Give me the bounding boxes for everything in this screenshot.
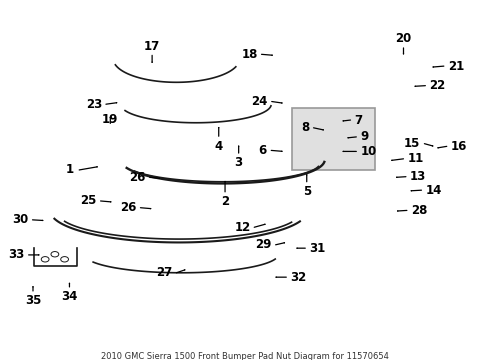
Text: 20: 20 xyxy=(395,32,411,45)
Text: 29: 29 xyxy=(255,238,271,251)
Text: 11: 11 xyxy=(407,152,423,165)
Text: 3: 3 xyxy=(234,157,242,170)
Text: 34: 34 xyxy=(61,290,78,303)
Text: 26: 26 xyxy=(120,201,136,214)
Text: 12: 12 xyxy=(234,221,250,234)
Text: 21: 21 xyxy=(447,60,463,73)
Text: 25: 25 xyxy=(80,194,97,207)
Text: 17: 17 xyxy=(143,40,160,53)
Text: 16: 16 xyxy=(450,140,466,153)
Text: 7: 7 xyxy=(354,113,362,127)
Text: 8: 8 xyxy=(301,121,309,134)
Text: 24: 24 xyxy=(251,95,267,108)
Text: 15: 15 xyxy=(403,137,420,150)
Text: 22: 22 xyxy=(428,79,445,92)
Text: 19: 19 xyxy=(102,113,118,126)
Text: 32: 32 xyxy=(289,271,306,284)
Text: 10: 10 xyxy=(360,145,376,158)
Text: 1: 1 xyxy=(65,163,73,176)
Text: 23: 23 xyxy=(85,98,102,111)
Bar xyxy=(291,108,374,170)
Text: 18: 18 xyxy=(241,48,258,61)
Text: 27: 27 xyxy=(156,266,172,279)
Text: 5: 5 xyxy=(302,185,310,198)
Text: 13: 13 xyxy=(409,170,425,183)
Text: 14: 14 xyxy=(425,184,441,197)
Text: 2010 GMC Sierra 1500 Front Bumper Pad Nut Diagram for 11570654: 2010 GMC Sierra 1500 Front Bumper Pad Nu… xyxy=(101,352,387,360)
Text: 35: 35 xyxy=(25,294,41,307)
Text: 6: 6 xyxy=(258,144,266,157)
Text: 26: 26 xyxy=(129,171,145,184)
Text: 4: 4 xyxy=(214,140,223,153)
Text: 9: 9 xyxy=(360,130,368,143)
Text: 33: 33 xyxy=(8,248,25,261)
Text: 2: 2 xyxy=(221,195,229,208)
Text: 28: 28 xyxy=(410,204,427,217)
Text: 31: 31 xyxy=(308,242,325,255)
Text: 30: 30 xyxy=(12,213,29,226)
